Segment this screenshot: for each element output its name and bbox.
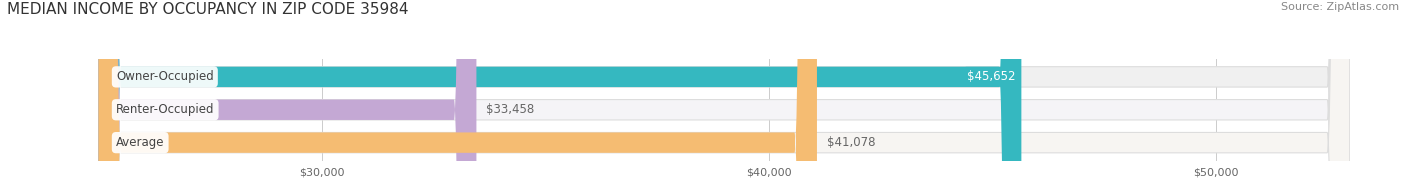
Text: Average: Average [115, 136, 165, 149]
FancyBboxPatch shape [98, 0, 1350, 196]
Text: MEDIAN INCOME BY OCCUPANCY IN ZIP CODE 35984: MEDIAN INCOME BY OCCUPANCY IN ZIP CODE 3… [7, 2, 409, 17]
FancyBboxPatch shape [98, 0, 1350, 196]
Text: Renter-Occupied: Renter-Occupied [115, 103, 215, 116]
FancyBboxPatch shape [98, 0, 1021, 196]
FancyBboxPatch shape [98, 0, 1350, 196]
FancyBboxPatch shape [98, 0, 477, 196]
Text: Source: ZipAtlas.com: Source: ZipAtlas.com [1281, 2, 1399, 12]
Text: $33,458: $33,458 [486, 103, 534, 116]
Text: Owner-Occupied: Owner-Occupied [115, 70, 214, 83]
FancyBboxPatch shape [98, 0, 817, 196]
Text: $45,652: $45,652 [966, 70, 1015, 83]
Text: $41,078: $41,078 [827, 136, 876, 149]
